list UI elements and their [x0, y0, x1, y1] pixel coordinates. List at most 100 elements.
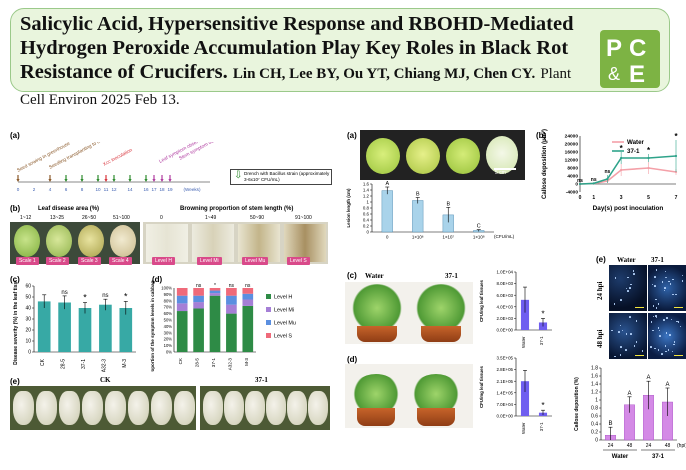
stack-segment: [226, 288, 237, 296]
significance-mark: A: [665, 382, 669, 388]
callose-dot-2-15: [613, 355, 616, 358]
leaf-scale-0: Scale 1: [16, 257, 39, 265]
x-tick-label: 37-1: [211, 358, 216, 368]
callose-dot-1-2: [653, 285, 656, 287]
journal-citation: Plant Cell Environ 2025 Feb 13.: [20, 66, 572, 108]
y-tick-label: 1: [367, 200, 370, 205]
micro-37-1-48: [648, 313, 686, 359]
cabbage-ck-0: [13, 391, 34, 425]
stack-segment: [242, 293, 254, 300]
e-col-37-1: 37-1: [651, 256, 664, 264]
plant-d-37-1-leaves: [411, 374, 461, 414]
callose-dot-0-0: [627, 289, 629, 292]
plant-c-water-leaves: [351, 284, 403, 332]
significance-mark: A: [646, 375, 650, 381]
callose-dot-3-10: [667, 349, 670, 351]
lesion-leaf-photo: 5 cm: [360, 130, 525, 180]
callose-dot-3-5: [673, 343, 675, 346]
cabbage-ck-4: [105, 391, 126, 425]
leaf-scale1-photo: [14, 225, 40, 257]
stack-segment: [242, 305, 254, 352]
significance-mark: *: [674, 132, 678, 141]
significance-mark: *: [647, 146, 651, 155]
bar: [520, 381, 530, 416]
micro-scale-bar-0: [635, 307, 644, 309]
plant-c-37-1-leaves: [415, 284, 467, 332]
cabbage-37-1-2: [245, 391, 265, 425]
y-tick-label: 3.5E+05: [497, 356, 514, 361]
stem-range-0: 0: [160, 215, 163, 221]
x-tick-label: A32-3: [227, 358, 232, 371]
callose-dot-1-7: [664, 276, 667, 279]
y-tick-label: 0.4: [591, 422, 598, 428]
timeline-tick-0: 0: [17, 187, 20, 192]
y-axis-label: Callose deposition (%): [574, 377, 580, 431]
callose-dot-1-15: [675, 293, 677, 296]
stack-segment: [193, 295, 204, 303]
stack-segment: [193, 308, 204, 352]
cabbage-37-1-1: [224, 391, 244, 425]
plant-c-37-1-pot: [421, 326, 461, 342]
drench-legend: ⇩ Drench with Bacillus strain (approxima…: [230, 169, 332, 185]
timeline-arrowhead-5: [104, 179, 108, 182]
y-tick-label: 90%: [164, 292, 173, 297]
timeline-tick-3: 6: [65, 187, 68, 192]
leaf-range-2: 26~50: [82, 215, 97, 221]
timeline-step-2: Xcc inoculation: [102, 147, 134, 168]
y-tick-label: 1.2: [363, 194, 370, 199]
svg-text:E: E: [629, 61, 645, 88]
y-tick-label: 16000: [565, 150, 579, 156]
callose-dot-0-6: [632, 270, 635, 272]
y-tick-label: 50%: [164, 318, 173, 323]
y-axis-label: CFU/mg leaf tissues: [479, 365, 484, 408]
stem-browning-title: Browning proportion of stem length (%): [180, 206, 294, 212]
x-tick-label: 37-1: [81, 359, 87, 369]
journal-logo: P C E &: [600, 30, 660, 88]
timeline-tick-11: 18: [159, 187, 165, 192]
panel-c-label: (c): [10, 275, 20, 284]
timeline-tick-13: (Weeks): [183, 187, 200, 192]
stem-level-mu-photo: [238, 224, 280, 262]
cabbage-photo-ck: [10, 386, 196, 430]
significance-mark: ns: [102, 293, 108, 299]
y-tick-label: 0.2: [591, 430, 598, 436]
y-tick-label: 1.0E+04: [497, 270, 514, 275]
callose-dot-3-8: [655, 316, 658, 319]
y-tick-label: 0: [367, 230, 370, 235]
callose-dot-2-3: [635, 320, 638, 322]
callose-dot-2-6: [641, 350, 644, 352]
timeline-arrowhead-4: [96, 179, 100, 182]
plant-d-water-leaves: [351, 374, 401, 414]
callose-dot-2-4: [619, 346, 622, 349]
stack-segment: [176, 295, 188, 304]
leaf-range-0: 1~12: [20, 215, 32, 221]
timeline-tick-7: 12: [111, 187, 117, 192]
legend-swatch: [266, 307, 271, 312]
callose-dot-3-17: [655, 315, 658, 317]
callose-dot-3-12: [666, 317, 668, 319]
callose-dot-3-19: [663, 319, 665, 322]
y-tick-label: 20000: [565, 142, 579, 148]
significance-mark: ns: [577, 178, 583, 184]
x-tick-label: 28-5: [195, 358, 200, 368]
y-tick-label: 12000: [565, 158, 579, 164]
callose-dot-0-5: [620, 299, 622, 301]
y-tick-label: 0: [28, 350, 31, 356]
leaf-1e6-photo: [406, 138, 440, 174]
y-tick-label: 60%: [164, 311, 173, 316]
callose-dot-0-8: [633, 273, 635, 276]
x-tick-label: 1×10⁶: [412, 234, 424, 239]
mid-panel-d-label: (d): [347, 355, 358, 364]
stem-level-1: Level Mi: [197, 257, 222, 265]
lesion-length-chart: 00.20.40.60.811.21.41.6 A0B1×10⁶B1×10⁷C1×…: [346, 181, 515, 239]
callose-dot-2-0: [625, 349, 628, 351]
authors: Lin CH, Lee BY, Ou YT, Chiang MJ, Chen C…: [232, 66, 536, 82]
stem-range-1: 1~49: [205, 215, 217, 221]
callose-dot-3-2: [654, 347, 656, 350]
callose-dot-3-16: [676, 320, 678, 323]
timeline-tick-1: 2: [33, 187, 36, 192]
x-tick-label: 24: [608, 443, 614, 449]
y-axis-label: CFU/mg leaf tissues: [479, 279, 484, 322]
y-tick-label: 1.2: [591, 390, 598, 396]
data-point: [620, 168, 623, 172]
